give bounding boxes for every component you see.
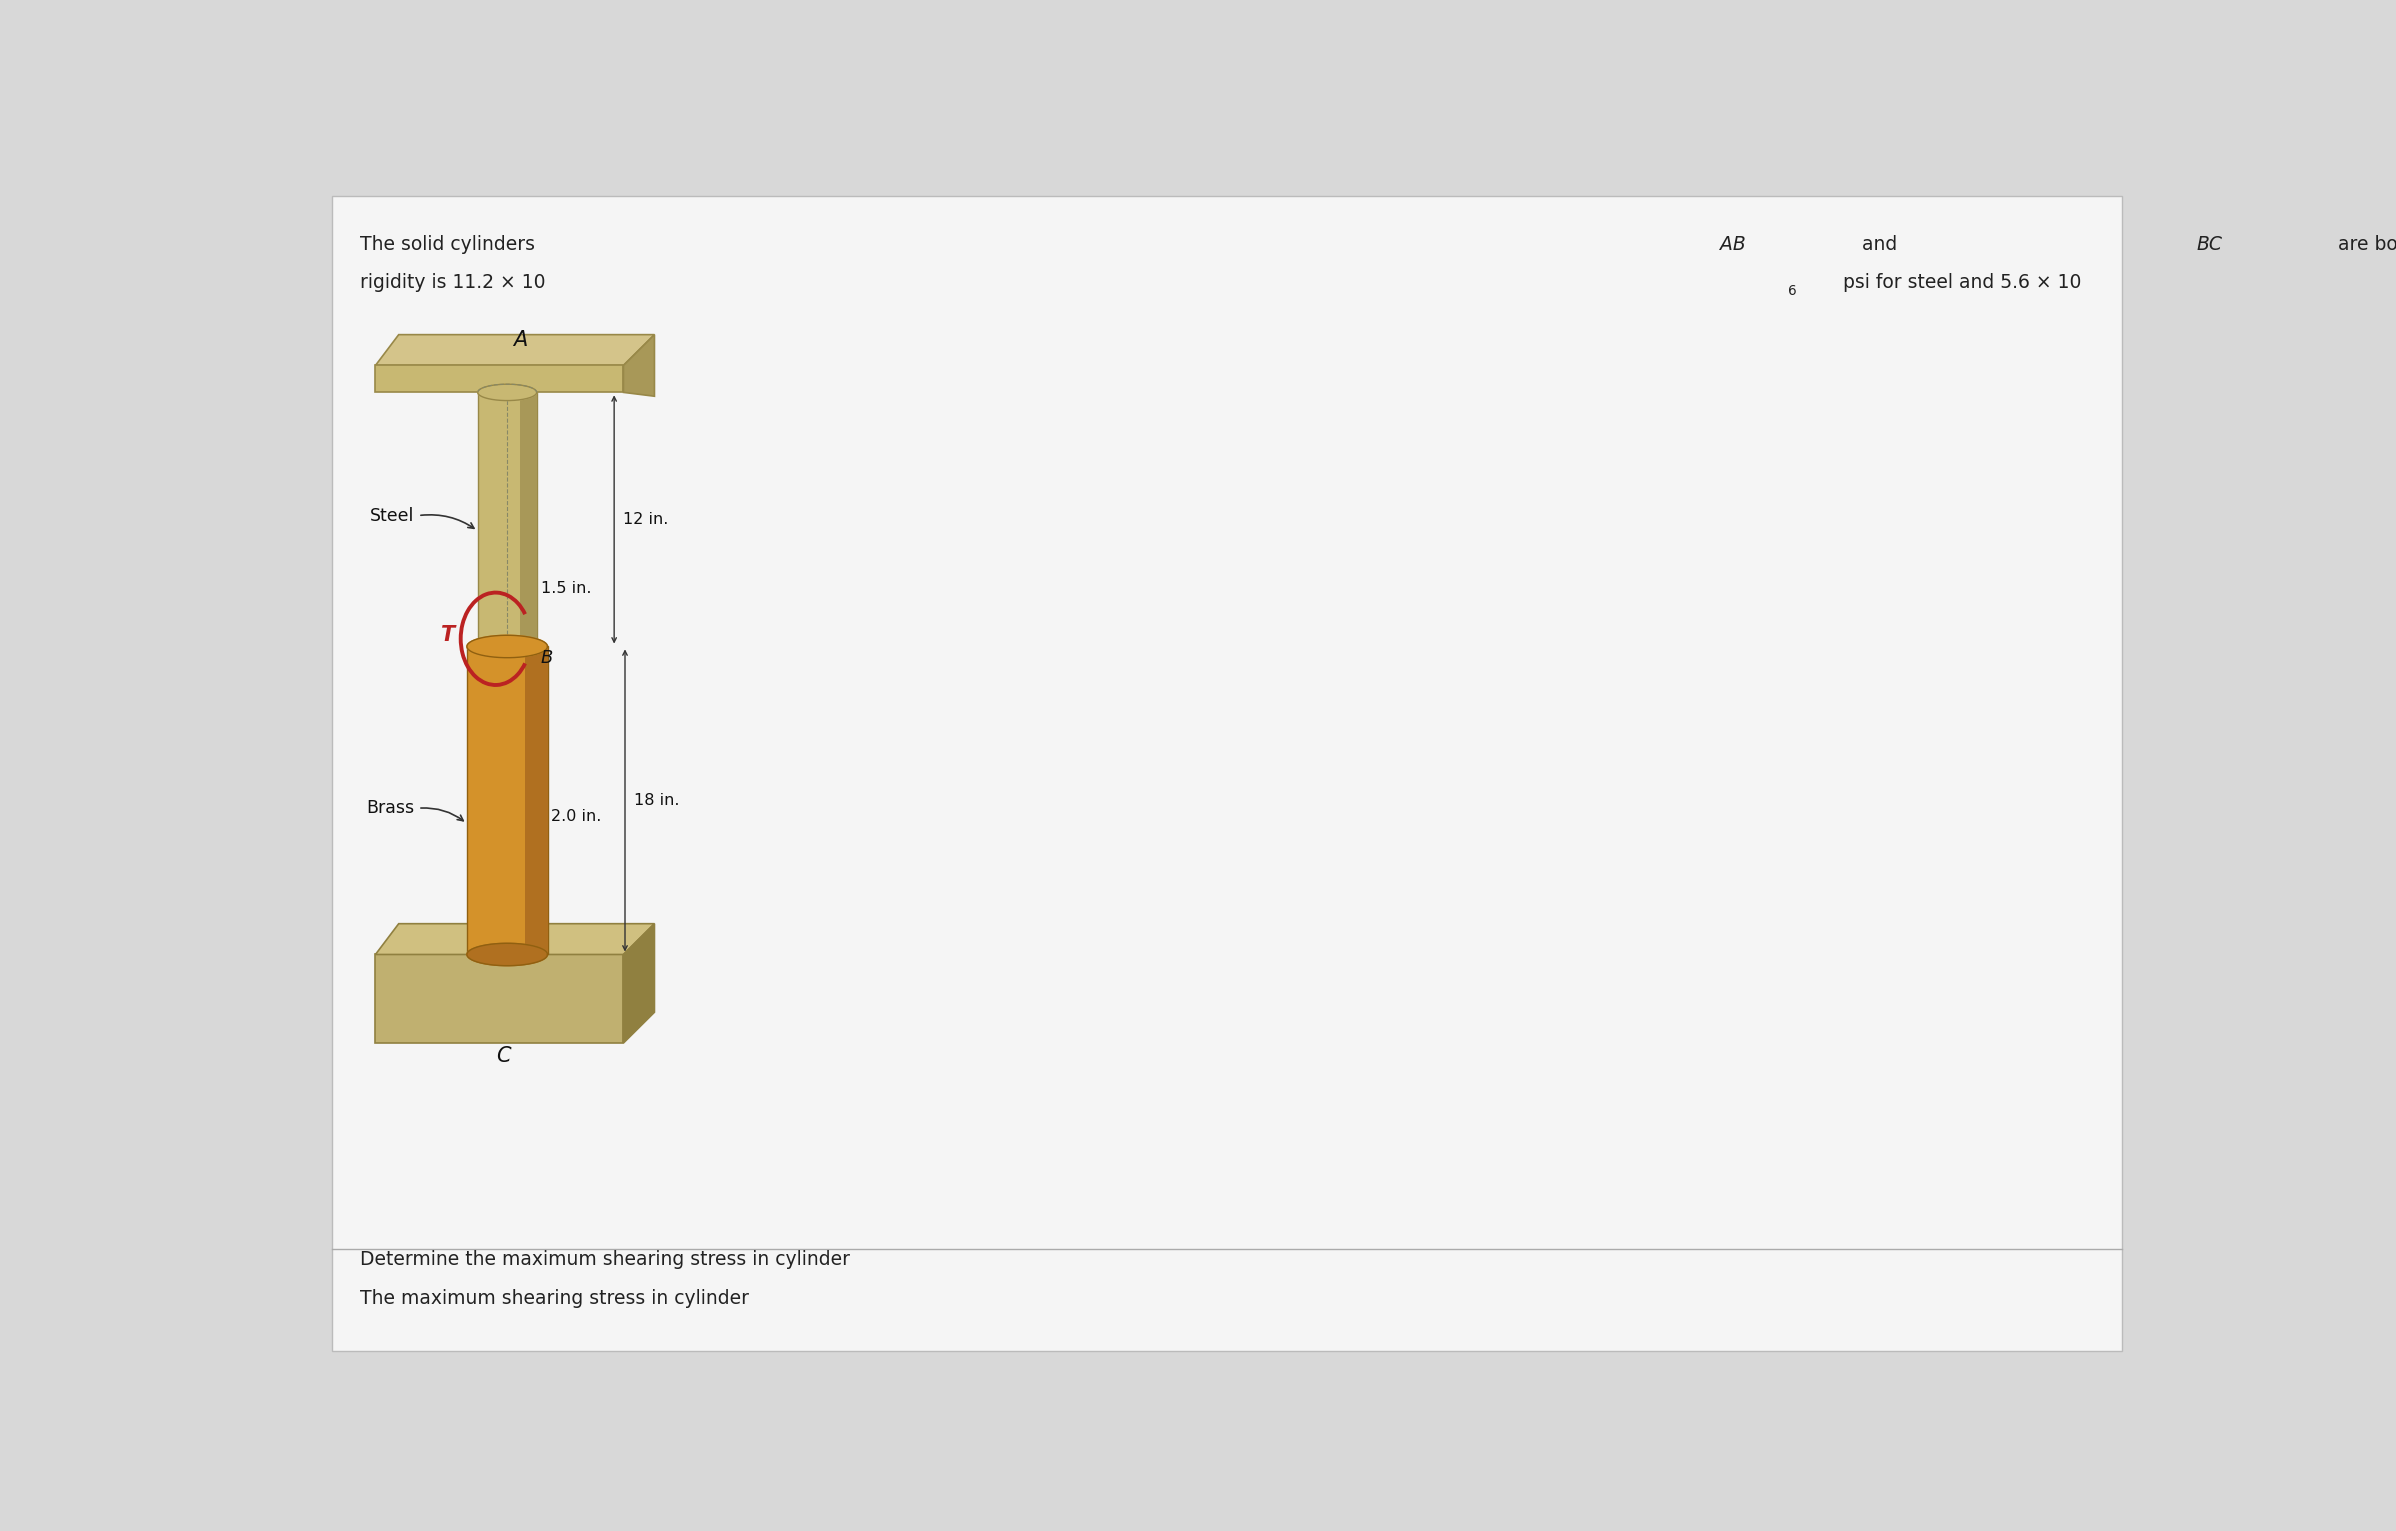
Text: The maximum shearing stress in cylinder: The maximum shearing stress in cylinder [359, 1289, 755, 1307]
Text: A: A [513, 331, 527, 351]
Bar [525, 646, 549, 954]
Text: 12 in.: 12 in. [623, 511, 668, 527]
Text: 1.5 in.: 1.5 in. [541, 582, 592, 597]
Text: Steel: Steel [369, 507, 415, 525]
Polygon shape [623, 335, 654, 397]
Text: psi for steel and 5.6 × 10: psi for steel and 5.6 × 10 [1838, 273, 2082, 292]
FancyBboxPatch shape [333, 196, 2123, 1350]
Text: The solid cylinders: The solid cylinders [359, 234, 541, 254]
Polygon shape [376, 923, 654, 954]
Text: 2.0 in.: 2.0 in. [551, 808, 601, 824]
Text: 6: 6 [1787, 283, 1797, 299]
Polygon shape [477, 384, 537, 401]
Text: and: and [1857, 234, 1902, 254]
Text: Determine the maximum shearing stress in cylinder: Determine the maximum shearing stress in… [359, 1251, 855, 1269]
Bar [520, 392, 537, 646]
Text: BC: BC [2197, 234, 2221, 254]
Text: C: C [496, 1046, 510, 1066]
Text: are bonded together at: are bonded together at [2331, 234, 2396, 254]
Text: AB: AB [1720, 234, 1747, 254]
Text: rigidity is 11.2 × 10: rigidity is 11.2 × 10 [359, 273, 546, 292]
Bar [467, 646, 549, 954]
Polygon shape [376, 954, 623, 1043]
Polygon shape [467, 943, 549, 966]
Polygon shape [376, 335, 654, 366]
Text: T: T [441, 625, 455, 645]
Text: B: B [541, 649, 553, 668]
Bar [477, 392, 537, 646]
Polygon shape [623, 923, 654, 1043]
Text: 18 in.: 18 in. [635, 793, 680, 808]
Polygon shape [467, 635, 549, 658]
Text: Brass: Brass [367, 799, 415, 818]
Polygon shape [376, 366, 623, 392]
